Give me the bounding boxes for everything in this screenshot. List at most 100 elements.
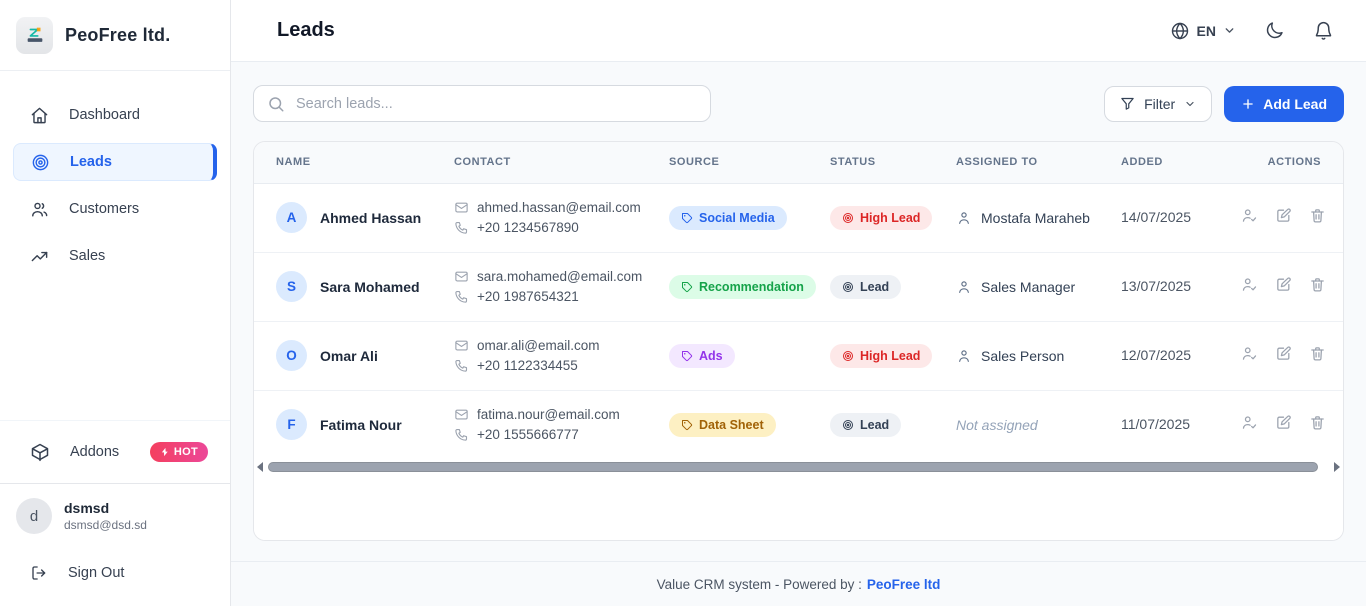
scroll-left-arrow[interactable]	[257, 461, 263, 472]
assigned-cell: Not assigned	[956, 417, 1101, 433]
globe-icon	[1171, 22, 1188, 39]
mail-icon	[455, 340, 468, 351]
added-date: 11/07/2025	[1121, 415, 1191, 432]
sidebar-item-customers[interactable]: Customers	[13, 190, 217, 228]
language-label: EN	[1196, 22, 1216, 39]
chevron-down-icon	[1186, 101, 1194, 106]
hot-badge: HOT	[149, 442, 208, 462]
column-header-assigned: ASSIGNED TO	[936, 142, 1101, 184]
addons-section: Addons HOT	[0, 420, 230, 483]
edit-button[interactable]	[1275, 276, 1292, 293]
assigned-cell: Sales Manager	[956, 279, 1101, 295]
search-input[interactable]	[253, 85, 711, 122]
horizontal-scrollbar[interactable]	[254, 459, 1343, 474]
footer-text: Value CRM system - Powered by :	[656, 576, 862, 592]
scroll-right-arrow[interactable]	[1334, 461, 1340, 472]
source-label: Data Sheet	[699, 417, 764, 432]
sidebar-item-sales[interactable]: Sales	[13, 237, 217, 275]
lead-avatar: A	[276, 202, 307, 233]
dark-mode-toggle[interactable]	[1264, 20, 1285, 41]
source-label: Recommendation	[699, 279, 804, 294]
delete-button[interactable]	[1309, 414, 1326, 431]
trash-icon	[1311, 415, 1324, 430]
status-label: Lead	[860, 417, 890, 432]
phone-icon	[455, 359, 468, 372]
bell-icon	[1315, 21, 1332, 40]
assigned-cell: Sales Person	[956, 348, 1101, 364]
table-row[interactable]: O Omar Ali omar.ali@email.com +20 112233…	[254, 321, 1343, 391]
tag-icon	[682, 212, 693, 223]
column-header-source: SOURCE	[649, 142, 810, 184]
table-row[interactable]: A Ahmed Hassan ahmed.hassan@email.com +2…	[254, 183, 1343, 253]
funnel-icon	[1121, 97, 1134, 110]
lead-name: Sara Mohamed	[320, 278, 420, 295]
edit-button[interactable]	[1275, 414, 1292, 431]
delete-button[interactable]	[1309, 345, 1326, 362]
lead-avatar: O	[276, 340, 307, 371]
assign-user-button[interactable]	[1241, 414, 1258, 431]
bullseye-icon	[843, 212, 853, 223]
status-badge: High Lead	[830, 205, 933, 230]
sidebar-item-dashboard[interactable]: Dashboard	[13, 96, 217, 134]
sign-out-label: Sign Out	[68, 565, 125, 581]
column-header-status: STATUS	[810, 142, 936, 184]
trash-icon	[1311, 346, 1324, 361]
add-lead-button[interactable]: Add Lead	[1224, 85, 1344, 122]
mail-icon	[455, 202, 468, 213]
column-header-contact: CONTACT	[434, 142, 649, 184]
content-area: Filter Add Lead NAME	[231, 62, 1366, 561]
lead-phone: +20 1234567890	[477, 220, 579, 235]
tag-icon	[682, 419, 693, 430]
lead-email: sara.mohamed@email.com	[477, 269, 643, 284]
leads-table-card: NAME CONTACT SOURCE STATUS ASSIGNED TO A…	[253, 141, 1344, 541]
status-label: Lead	[860, 279, 890, 294]
language-selector[interactable]: EN	[1170, 21, 1236, 41]
notifications-button[interactable]	[1313, 20, 1334, 41]
sidebar-item-label: Leads	[70, 154, 112, 170]
user-email: dsmsd@dsd.sd	[64, 518, 147, 532]
edit-button[interactable]	[1275, 345, 1292, 362]
sidebar-item-leads[interactable]: Leads	[13, 143, 217, 181]
bullseye-icon	[843, 281, 853, 292]
source-badge: Recommendation	[669, 274, 816, 299]
edit-button[interactable]	[1275, 207, 1292, 224]
assign-user-button[interactable]	[1241, 345, 1258, 362]
sidebar-item-addons[interactable]: Addons HOT	[13, 433, 217, 471]
assigned-name: Sales Person	[981, 347, 1065, 364]
users-icon	[32, 202, 48, 217]
sidebar-spacer	[0, 284, 230, 420]
lead-phone: +20 1555666777	[477, 427, 579, 443]
table-row[interactable]: F Fatima Nour fatima.nour@email.com +20 …	[254, 390, 1343, 459]
phone-icon	[455, 429, 468, 441]
added-date: 14/07/2025	[1121, 208, 1192, 225]
lead-name: Omar Ali	[320, 347, 378, 364]
user-check-icon	[1242, 416, 1257, 429]
user-check-icon	[1242, 277, 1257, 291]
lead-email: omar.ali@email.com	[477, 338, 600, 353]
scrollbar-thumb[interactable]	[268, 461, 1319, 472]
user-profile[interactable]: d dsmsd dsmsd@dsd.sd	[0, 483, 230, 544]
delete-button[interactable]	[1309, 207, 1326, 224]
table-row[interactable]: S Sara Mohamed sara.mohamed@email.com +2…	[254, 252, 1343, 322]
sidebar: PeoFree ltd. Dashboard Leads Customers S…	[0, 0, 231, 606]
sidebar-nav: Dashboard Leads Customers Sales	[0, 71, 230, 284]
source-badge: Social Media	[669, 205, 787, 230]
chevron-down-icon	[1225, 28, 1234, 33]
filter-button[interactable]: Filter	[1104, 85, 1213, 122]
scrollbar-track[interactable]	[268, 461, 1329, 472]
footer-brand-link[interactable]: PeoFree ltd	[866, 576, 941, 592]
edit-icon	[1277, 415, 1291, 429]
filter-label: Filter	[1144, 95, 1176, 112]
sidebar-item-label: Sales	[69, 248, 106, 264]
card-empty-space	[254, 474, 1343, 540]
person-icon	[959, 211, 969, 224]
assign-user-button[interactable]	[1241, 207, 1258, 224]
sign-out-button[interactable]: Sign Out	[13, 554, 217, 592]
sidebar-item-label: Customers	[69, 201, 140, 217]
trash-icon	[1311, 208, 1324, 223]
assign-user-button[interactable]	[1241, 276, 1258, 293]
delete-button[interactable]	[1309, 276, 1326, 293]
trending-up-icon	[31, 251, 48, 261]
brand-name: PeoFree ltd.	[65, 24, 171, 45]
addons-label: Addons	[70, 444, 120, 460]
